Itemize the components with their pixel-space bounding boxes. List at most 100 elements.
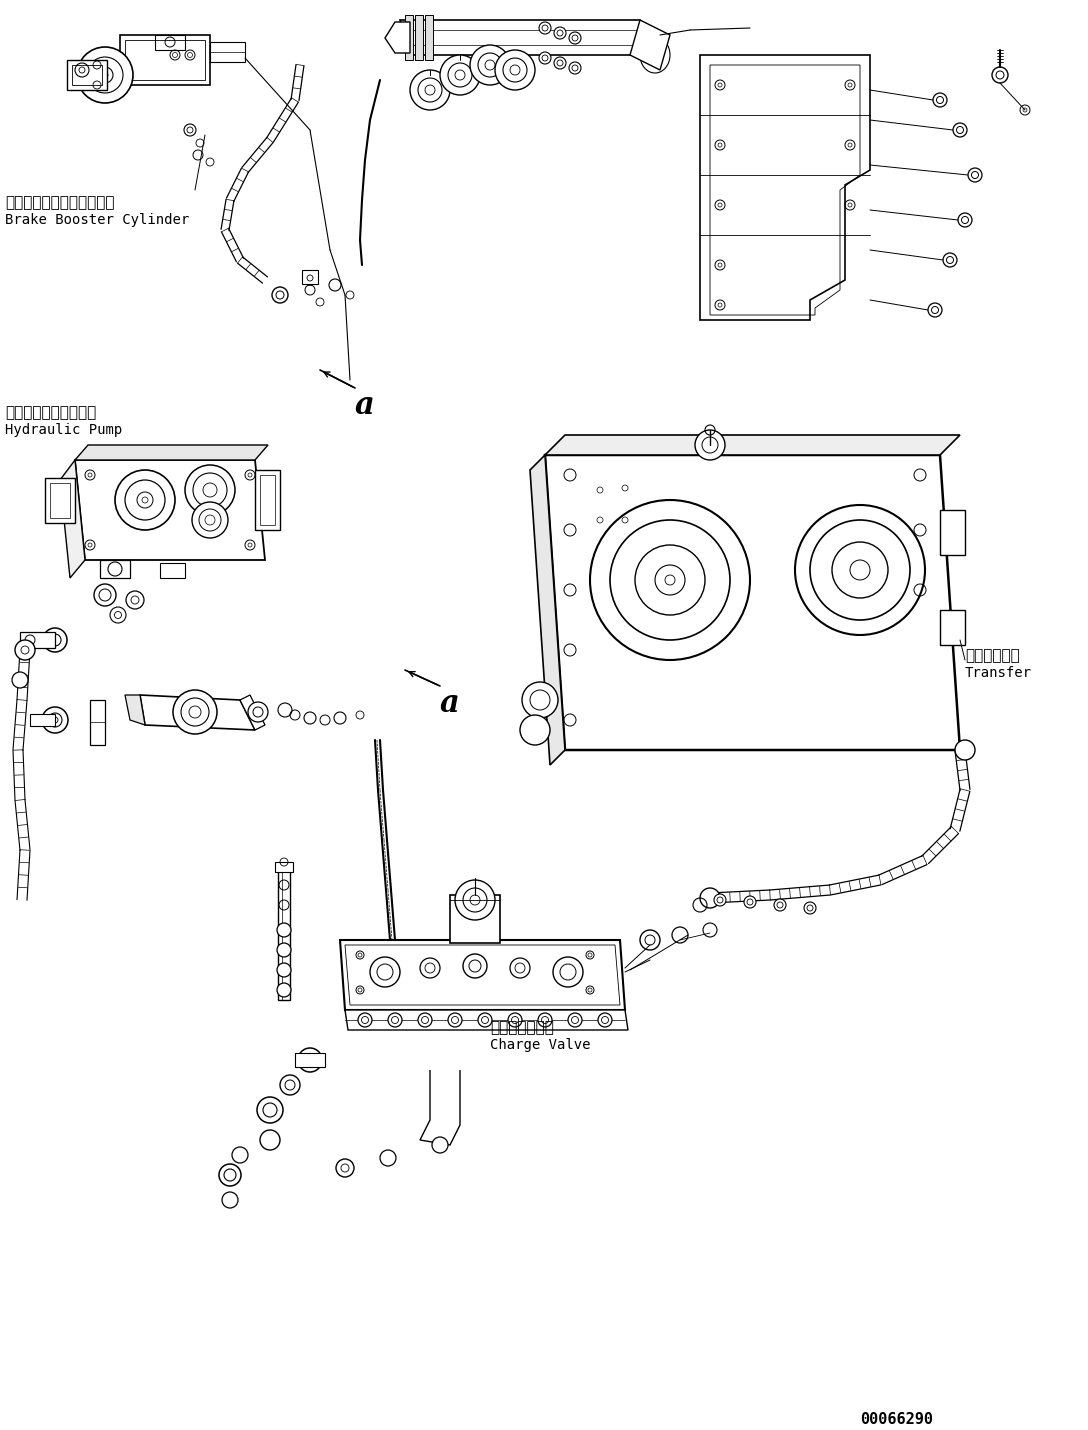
Circle shape: [191, 502, 228, 538]
Circle shape: [672, 927, 688, 942]
Circle shape: [44, 628, 67, 652]
Polygon shape: [60, 460, 85, 578]
Circle shape: [336, 1158, 354, 1177]
Circle shape: [334, 712, 346, 724]
Bar: [279, 869, 290, 1000]
Circle shape: [495, 50, 535, 90]
Circle shape: [955, 739, 975, 759]
Bar: [50, 483, 70, 518]
Polygon shape: [545, 455, 960, 749]
Circle shape: [94, 583, 116, 606]
Circle shape: [714, 894, 726, 907]
Polygon shape: [420, 1070, 460, 1145]
Text: 00066290: 00066290: [860, 1411, 934, 1427]
Polygon shape: [345, 1010, 628, 1030]
Polygon shape: [700, 54, 870, 320]
Circle shape: [554, 57, 566, 69]
Bar: [255, 470, 280, 531]
Bar: [100, 561, 129, 578]
Bar: [450, 895, 500, 942]
Circle shape: [569, 61, 581, 74]
Circle shape: [539, 21, 551, 34]
Text: チャージバルブ: チャージバルブ: [490, 1020, 554, 1035]
Polygon shape: [240, 695, 265, 729]
Circle shape: [219, 1164, 242, 1185]
Circle shape: [804, 902, 816, 914]
Bar: [30, 714, 55, 726]
Bar: [160, 563, 185, 578]
Circle shape: [640, 930, 660, 950]
Circle shape: [420, 958, 440, 978]
Circle shape: [508, 1012, 522, 1027]
Circle shape: [934, 93, 947, 107]
Circle shape: [968, 167, 982, 182]
Circle shape: [537, 1012, 552, 1027]
Text: Brake Booster Cylinder: Brake Booster Cylinder: [5, 213, 189, 227]
Bar: [405, 14, 413, 60]
Circle shape: [388, 1012, 401, 1027]
Circle shape: [522, 682, 558, 718]
Circle shape: [928, 303, 942, 317]
Circle shape: [590, 500, 750, 661]
Bar: [425, 14, 433, 60]
Bar: [90, 701, 106, 745]
Circle shape: [302, 272, 317, 285]
Text: Charge Valve: Charge Valve: [490, 1038, 591, 1052]
Text: Transfer: Transfer: [965, 666, 1033, 681]
Circle shape: [248, 702, 268, 722]
Circle shape: [370, 957, 400, 987]
Circle shape: [277, 942, 290, 957]
Circle shape: [539, 51, 551, 64]
Circle shape: [410, 70, 450, 110]
Circle shape: [126, 591, 144, 609]
Circle shape: [695, 430, 725, 460]
Text: ブレーキブースタシリンダ: ブレーキブースタシリンダ: [5, 194, 114, 210]
Circle shape: [110, 606, 126, 623]
Circle shape: [554, 27, 566, 39]
Circle shape: [257, 1097, 283, 1123]
Circle shape: [510, 958, 530, 978]
Bar: [302, 270, 318, 285]
Circle shape: [700, 888, 720, 908]
Circle shape: [520, 715, 551, 745]
Bar: [275, 862, 293, 872]
Text: Hydraulic Pump: Hydraulic Pump: [5, 423, 122, 438]
Circle shape: [232, 1147, 248, 1163]
Circle shape: [568, 1012, 582, 1027]
Circle shape: [744, 897, 756, 908]
Bar: [295, 1052, 325, 1067]
Circle shape: [795, 505, 925, 635]
Circle shape: [598, 1012, 611, 1027]
Circle shape: [432, 1137, 448, 1153]
Circle shape: [470, 44, 510, 84]
Circle shape: [455, 879, 495, 919]
Text: a: a: [440, 688, 460, 719]
Circle shape: [478, 1012, 492, 1027]
Polygon shape: [545, 435, 960, 455]
Circle shape: [448, 1012, 462, 1027]
Polygon shape: [530, 455, 565, 765]
Text: ハイドロリックポンプ: ハイドロリックポンプ: [5, 405, 96, 420]
Bar: [20, 632, 55, 648]
Polygon shape: [400, 20, 650, 54]
Circle shape: [380, 1150, 396, 1165]
Bar: [120, 34, 210, 84]
Bar: [67, 60, 107, 90]
Circle shape: [277, 982, 290, 997]
Bar: [940, 611, 965, 645]
Circle shape: [185, 465, 235, 515]
Circle shape: [280, 1075, 300, 1095]
Text: a: a: [355, 390, 374, 420]
Circle shape: [553, 957, 583, 987]
Circle shape: [260, 1130, 280, 1150]
Circle shape: [992, 67, 1007, 83]
Circle shape: [943, 253, 957, 267]
Circle shape: [440, 54, 480, 94]
Text: トランスファ: トランスファ: [965, 648, 1019, 664]
Polygon shape: [630, 20, 670, 70]
Circle shape: [272, 287, 288, 303]
Circle shape: [358, 1012, 372, 1027]
Circle shape: [279, 704, 292, 716]
Bar: [45, 478, 75, 523]
Bar: [154, 34, 185, 50]
